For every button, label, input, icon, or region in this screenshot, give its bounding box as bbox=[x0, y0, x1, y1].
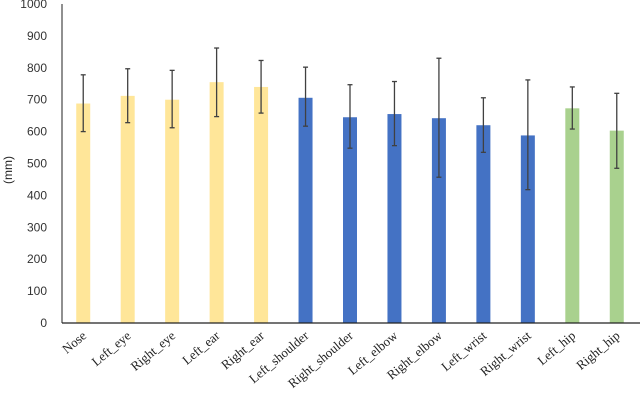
error-bar bbox=[125, 68, 131, 124]
bar-nose bbox=[76, 103, 91, 323]
error-bar bbox=[303, 66, 309, 127]
x-tick-label: Left_ear bbox=[179, 327, 223, 367]
y-tick-label: 500 bbox=[27, 157, 47, 171]
bar-right-shoulder bbox=[343, 117, 357, 324]
y-tick-label: 800 bbox=[27, 61, 47, 75]
x-tick-label: Right_hip bbox=[573, 328, 622, 373]
bar-left-wrist bbox=[476, 125, 491, 323]
y-tick-label: 300 bbox=[27, 220, 47, 234]
error-bar bbox=[436, 57, 442, 178]
error-bar bbox=[214, 47, 220, 118]
y-tick-label: 400 bbox=[27, 188, 47, 202]
x-tick-label: Left_hip bbox=[534, 328, 578, 368]
bar-right-ear bbox=[254, 86, 269, 323]
y-tick-label: 700 bbox=[27, 93, 47, 107]
bar-right-wrist bbox=[520, 135, 535, 323]
error-bar bbox=[391, 80, 397, 147]
error-bar bbox=[169, 69, 175, 129]
y-tick-label: 0 bbox=[40, 316, 47, 330]
y-axis-label: (mm) bbox=[1, 156, 15, 184]
bar-right-elbow bbox=[431, 118, 446, 324]
bar-left-elbow bbox=[387, 114, 402, 324]
error-bar bbox=[347, 84, 353, 149]
bar-left-shoulder bbox=[298, 97, 313, 323]
x-tick-label: Nose bbox=[59, 328, 89, 357]
error-bar bbox=[569, 86, 575, 130]
error-bar bbox=[614, 92, 620, 169]
y-tick-label: 200 bbox=[27, 252, 47, 266]
x-tick-label: Right_eye bbox=[128, 328, 179, 374]
y-tick-label: 900 bbox=[27, 29, 47, 43]
error-bar bbox=[480, 97, 486, 153]
y-tick-label: 1000 bbox=[20, 0, 47, 11]
error-bar bbox=[525, 79, 531, 191]
bar-right-eye bbox=[165, 99, 180, 323]
error-bar bbox=[80, 74, 86, 133]
bar-left-eye bbox=[120, 95, 135, 323]
bar-right-hip bbox=[609, 130, 624, 323]
error-bar bbox=[258, 59, 264, 114]
y-tick-label: 600 bbox=[27, 125, 47, 139]
y-tick-label: 100 bbox=[27, 284, 47, 298]
bar-left-ear bbox=[209, 82, 224, 323]
bar-left-hip bbox=[565, 108, 580, 323]
